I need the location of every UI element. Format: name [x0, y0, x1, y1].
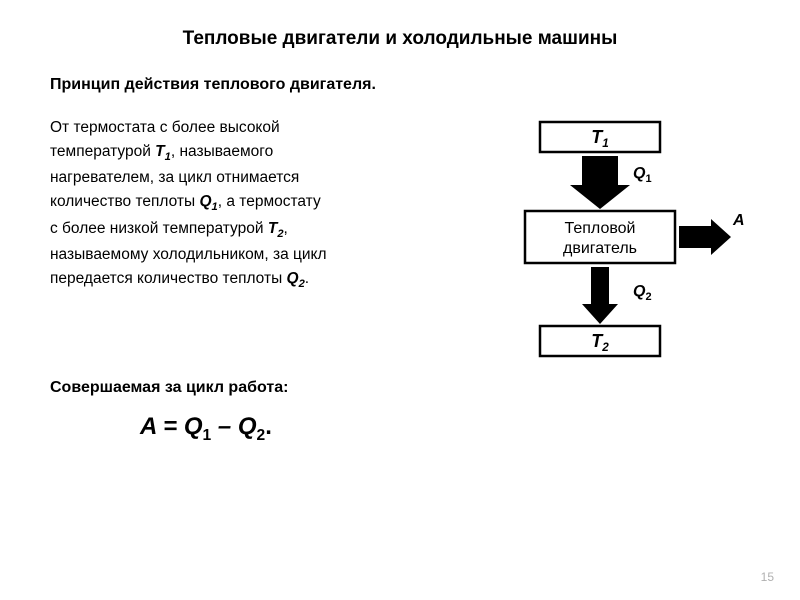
svg-text:Тепловой: Тепловой	[564, 220, 635, 237]
page-number: 15	[761, 570, 774, 584]
content-row: От термостата с более высокой температур…	[50, 116, 750, 361]
svg-text:Q2: Q2	[633, 283, 652, 303]
body-text: От термостата с более высокой температур…	[50, 116, 460, 361]
slide-title: Тепловые двигатели и холодильные машины	[50, 28, 750, 50]
svg-text:T1: T1	[591, 127, 609, 150]
body-line: количество теплоты Q1, а термостату	[50, 193, 321, 210]
body-line: передается количество теплоты Q2.	[50, 270, 309, 287]
slide-subtitle: Принцип действия теплового двигателя.	[50, 76, 750, 94]
body-line: с более низкой температурой Т2,	[50, 220, 288, 237]
svg-text:A: A	[732, 212, 745, 229]
svg-text:Q1: Q1	[633, 165, 652, 185]
work-formula: A = Q1 – Q2.	[140, 413, 750, 445]
svg-text:T2: T2	[591, 331, 609, 354]
svg-text:двигатель: двигатель	[563, 240, 637, 257]
body-line: называемому холодильником, за цикл	[50, 246, 327, 263]
body-line: нагревателем, за цикл отнимается	[50, 169, 299, 186]
heat-engine-diagram: T1 Тепловой двигатель T2 Q1 Q2 A	[480, 116, 750, 361]
body-line: температурой Т1, называемого	[50, 143, 273, 160]
work-label: Совершаемая за цикл работа:	[50, 379, 750, 397]
body-line: От термостата с более высокой	[50, 119, 280, 136]
